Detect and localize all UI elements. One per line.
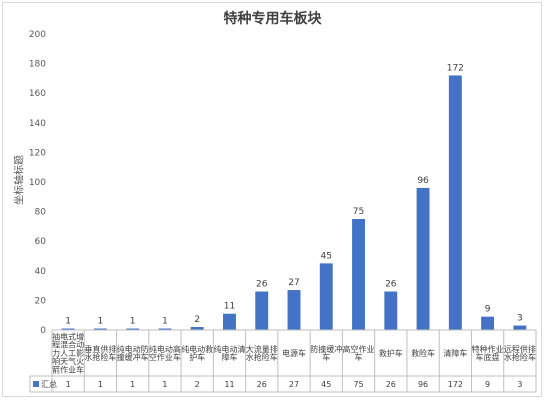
y-tick-label: 60 [35, 237, 47, 247]
bar [384, 291, 398, 330]
data-label: 3 [517, 314, 523, 324]
chart-frame [2, 2, 542, 397]
y-tick-label: 160 [29, 89, 46, 99]
x-tick-label: 纯电动高空作业车 [149, 344, 181, 362]
data-label: 9 [485, 305, 491, 315]
x-tick-label: 救护车 [379, 348, 403, 358]
y-tick-label: 40 [35, 267, 47, 277]
bar [255, 291, 269, 330]
data-label: 172 [447, 63, 464, 73]
data-label: 26 [385, 280, 397, 290]
x-tick-label: 纯电动清障车 [213, 344, 245, 362]
table-value: 27 [289, 380, 299, 389]
x-tick-label: 高空作业车 [343, 344, 375, 362]
series-name: 汇总 [41, 379, 57, 389]
x-tick-label: 纯电动救护车 [181, 344, 213, 362]
data-label: 1 [98, 317, 104, 327]
table-value: 11 [224, 380, 234, 389]
y-tick-label: 0 [40, 326, 46, 336]
y-tick-label: 200 [29, 30, 46, 40]
x-tick-label: 垂直供排水抢险车 [84, 344, 116, 362]
x-tick-label: 远程供排水抢险车 [504, 344, 536, 362]
data-label: 27 [288, 278, 299, 288]
chart-title: 特种专用车板块 [223, 11, 322, 27]
table-value: 75 [353, 380, 363, 389]
y-tick-label: 80 [35, 208, 47, 218]
data-label: 11 [224, 302, 235, 312]
y-tick-label: 120 [29, 148, 46, 158]
x-tick-label: 大流量排水抢险车 [246, 344, 278, 362]
data-label: 2 [194, 315, 200, 325]
data-label: 1 [162, 317, 168, 327]
data-label: 1 [65, 317, 71, 327]
table-value: 26 [257, 380, 267, 389]
table-value: 1 [98, 380, 103, 389]
bar [158, 328, 172, 330]
data-label: 26 [256, 280, 268, 290]
bar [126, 328, 140, 330]
y-tick-label: 100 [29, 178, 46, 188]
bar [190, 327, 204, 330]
data-label: 45 [321, 251, 332, 261]
y-tick-label: 20 [35, 296, 47, 306]
x-tick-label: 救险车 [411, 348, 435, 358]
data-label: 1 [130, 317, 136, 327]
bar [287, 290, 301, 330]
bar [416, 187, 430, 330]
bar [319, 263, 333, 330]
x-tick-label: 防撞缓冲车 [310, 344, 342, 362]
bar [481, 316, 495, 330]
bar [223, 313, 236, 330]
table-value: 2 [195, 380, 200, 389]
table-value: 45 [321, 380, 331, 389]
table-value: 26 [386, 380, 396, 389]
x-tick-label: 纯电动防撞缓冲车 [117, 344, 149, 362]
bar [61, 328, 75, 330]
data-label: 75 [353, 207, 364, 217]
legend-key [33, 381, 39, 387]
table-value: 1 [130, 380, 135, 389]
y-tick-label: 140 [29, 119, 46, 129]
x-tick-label: 抽电式增程混合动力人工影响天气火箭作业车 [52, 332, 84, 375]
data-label: 96 [417, 176, 429, 186]
table-value: 1 [66, 380, 71, 389]
x-tick-label: 特种作业车底盘 [472, 344, 504, 362]
y-tick-label: 180 [29, 60, 46, 70]
table-value: 1 [162, 380, 167, 389]
table-value: 172 [448, 380, 463, 389]
x-tick-label: 电源车 [282, 348, 306, 358]
table-value: 3 [517, 380, 522, 389]
table-value: 9 [485, 380, 490, 389]
bar [513, 325, 527, 330]
bar [448, 75, 462, 330]
bar [93, 328, 107, 330]
bar [352, 219, 365, 330]
table-value: 96 [418, 380, 428, 389]
x-tick-label: 清障车 [443, 348, 467, 358]
